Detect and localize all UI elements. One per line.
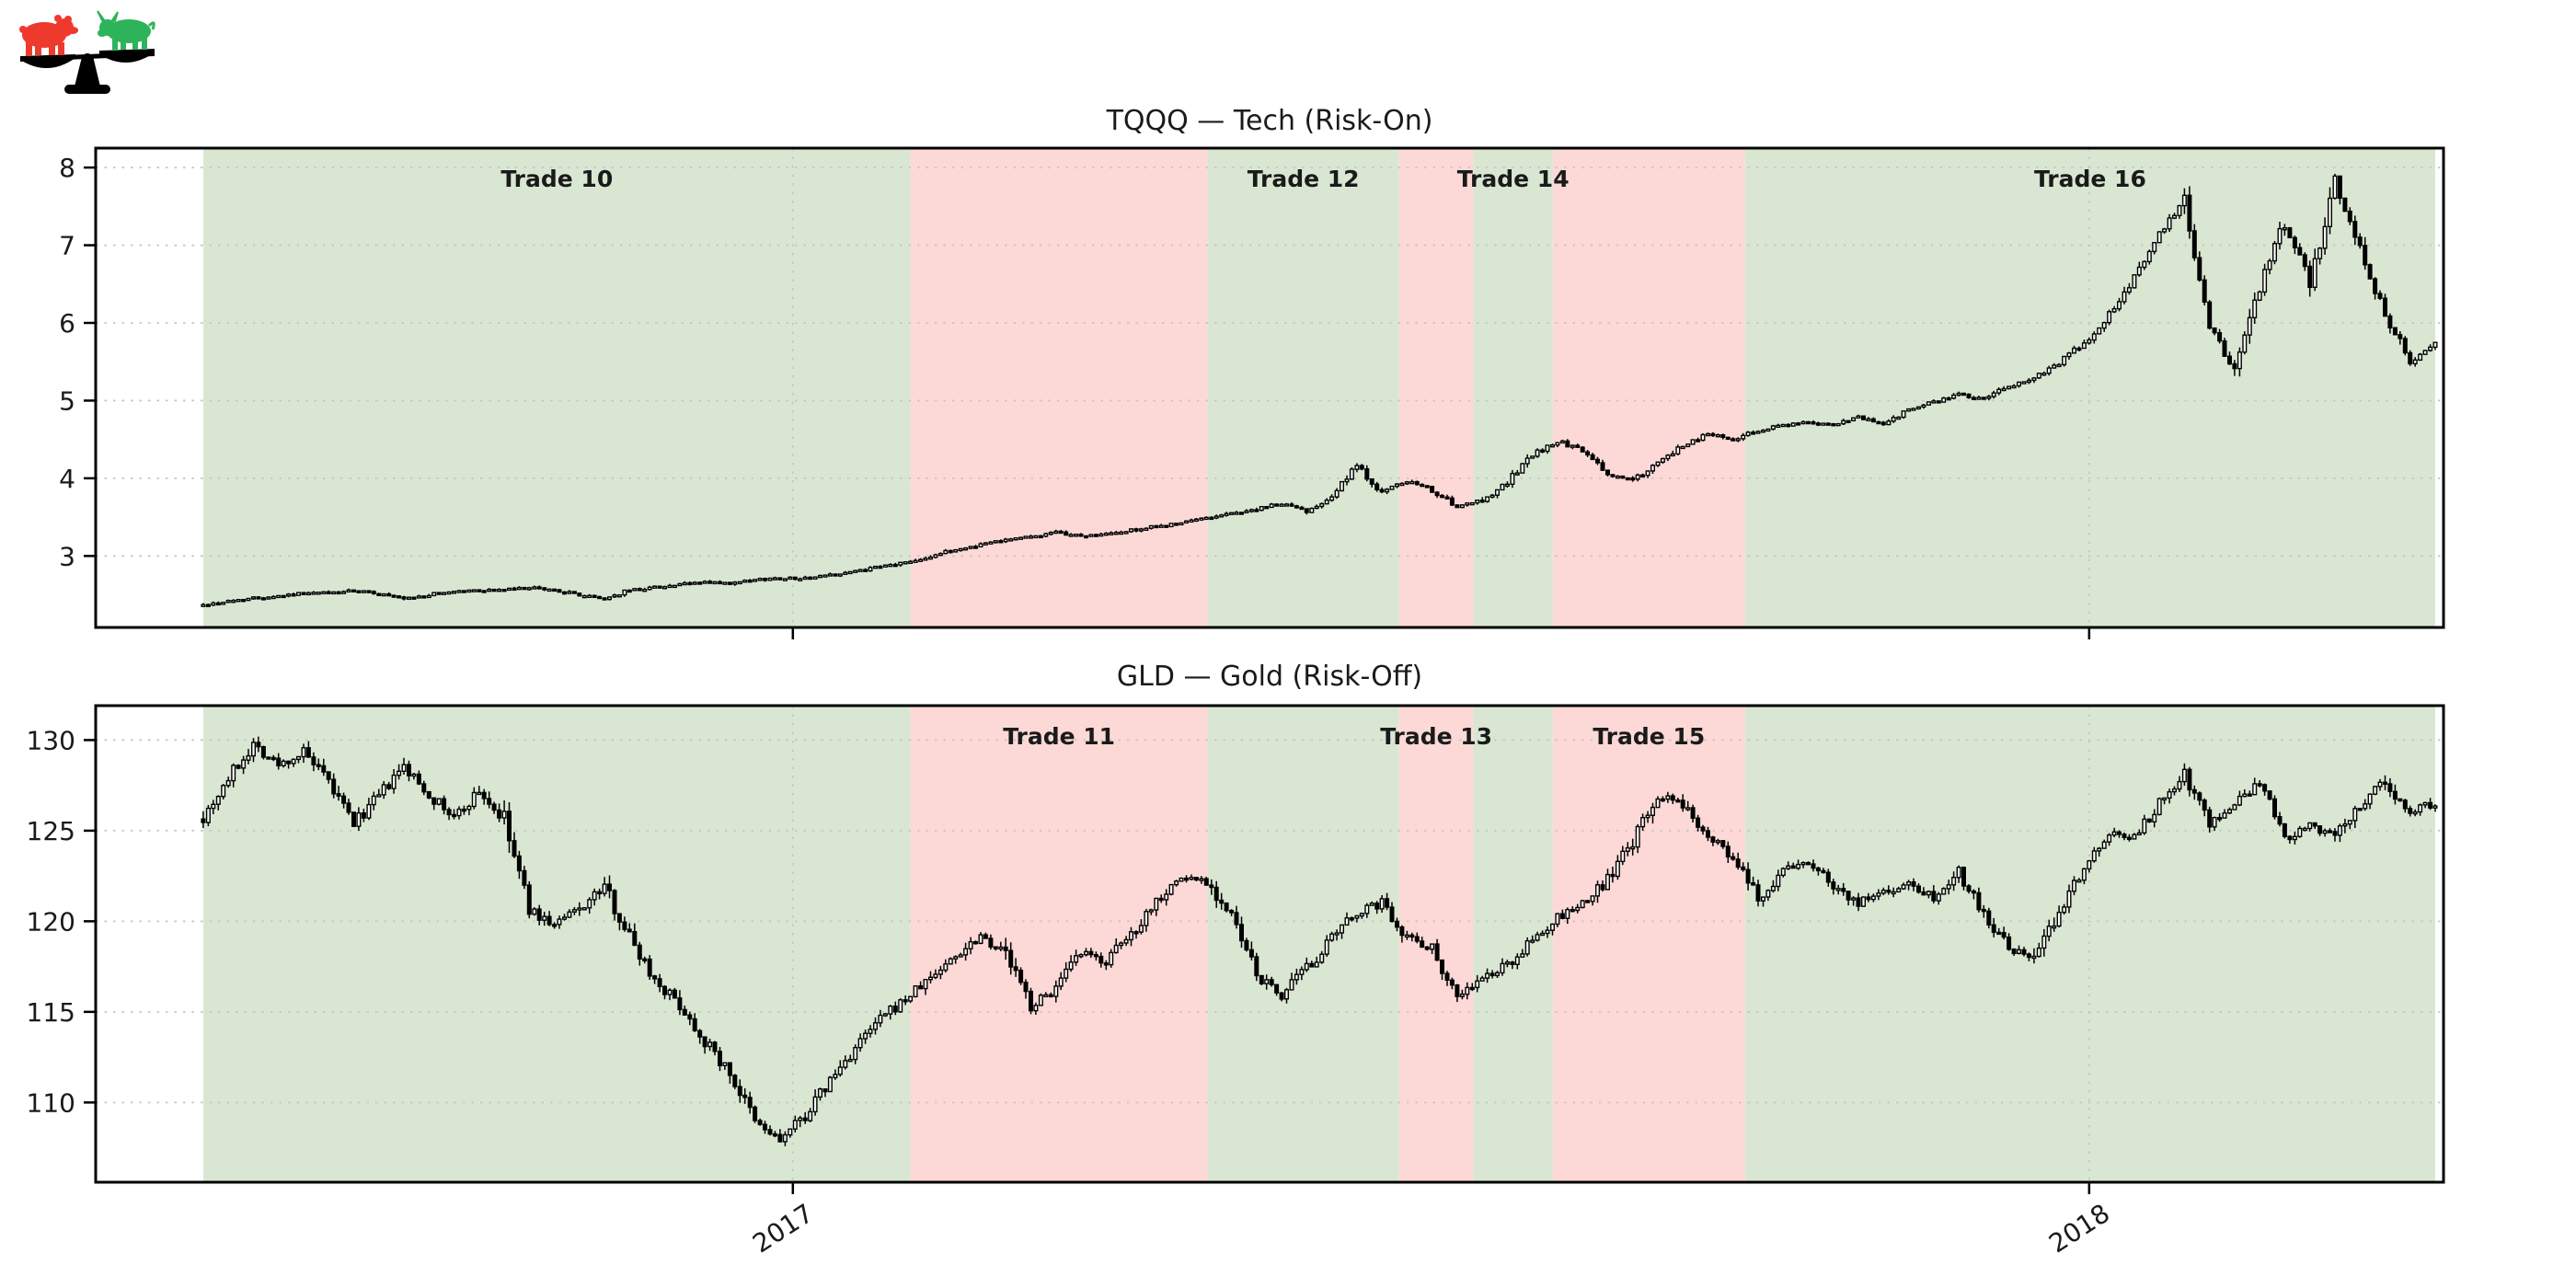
trade-band — [202, 706, 911, 1182]
trade-band — [1552, 148, 1745, 627]
trade-band — [1552, 706, 1745, 1182]
trade-label: Trade 15 — [1593, 723, 1705, 750]
tqqq-gridlines — [96, 148, 2444, 627]
y-tick-label: 7 — [59, 231, 75, 261]
y-tick-label: 110 — [27, 1087, 75, 1118]
y-tick-label: 8 — [59, 153, 75, 183]
gld-y-axis: 110 115 120 125 130 — [27, 725, 96, 1118]
y-tick-label: 4 — [59, 464, 75, 494]
y-tick-label: 120 — [27, 906, 75, 937]
y-tick-label: 5 — [59, 385, 75, 416]
y-tick-label: 6 — [59, 308, 75, 339]
tqqq-trade-bands — [202, 148, 2436, 627]
trade-band — [1207, 706, 1399, 1182]
gld-candles-layer — [201, 736, 2438, 1146]
gld-chart-title: GLD — Gold (Risk-Off) — [1116, 661, 1423, 693]
trade-band — [910, 706, 1208, 1182]
gld-gridlines — [96, 706, 2444, 1182]
trade-label: Trade 10 — [500, 166, 613, 192]
trade-band — [1473, 148, 1553, 627]
bear-icon — [19, 15, 78, 56]
bull-bear-scale-logo — [19, 10, 155, 94]
y-tick-label: 115 — [27, 997, 75, 1028]
trade-band — [1744, 706, 2436, 1182]
gld-trade-bands — [202, 706, 2436, 1182]
gld-frame — [94, 704, 2445, 1184]
y-tick-label: 3 — [59, 541, 75, 571]
trade-band — [910, 148, 1208, 627]
trade-label: Trade 14 — [1457, 166, 1570, 192]
trade-label: Trade 16 — [2034, 166, 2146, 192]
scale-icon — [20, 49, 155, 94]
gld-trade-labels: Trade 11 Trade 13 Trade 15 — [1003, 723, 1705, 750]
tqqq-panel: Trade 10 Trade 12 Trade 14 Trade 16 3 4 5 6 7 8 — [59, 146, 2445, 639]
trade-band — [1473, 706, 1553, 1182]
tqqq-trade-labels: Trade 10 Trade 12 Trade 14 Trade 16 — [500, 166, 2145, 192]
y-tick-label: 130 — [27, 725, 75, 755]
tqqq-y-axis: 3 4 5 6 7 8 — [59, 153, 96, 571]
tqqq-candles-layer — [201, 173, 2438, 607]
trade-label: Trade 11 — [1003, 723, 1115, 750]
tqqq-frame — [94, 146, 2445, 629]
trade-band — [1398, 148, 1474, 627]
gld-panel: Trade 11 Trade 13 Trade 15 110 115 120 125 130 — [27, 704, 2445, 1194]
trade-label: Trade 12 — [1248, 166, 1360, 192]
trade-band — [1744, 148, 2436, 627]
y-tick-label: 125 — [27, 816, 75, 846]
tqqq-chart-title: TQQQ — Tech (Risk-On) — [1106, 105, 1433, 137]
bull-icon — [97, 10, 155, 51]
trade-label: Trade 13 — [1380, 723, 1492, 750]
trade-band — [1207, 148, 1399, 627]
